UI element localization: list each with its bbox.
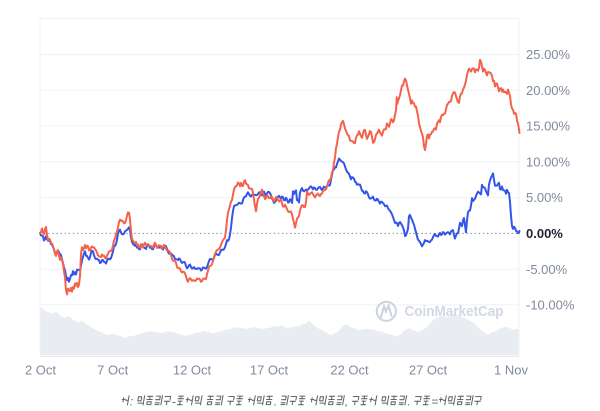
svg-text:20.00%: 20.00% <box>526 83 571 98</box>
svg-text:10.00%: 10.00% <box>526 154 571 169</box>
svg-text:17 Oct: 17 Oct <box>250 362 289 377</box>
svg-text::: : <box>130 394 133 408</box>
svg-text:27 Oct: 27 Oct <box>409 362 448 377</box>
svg-text:5.00%: 5.00% <box>526 190 563 205</box>
svg-text:.: . <box>274 394 277 408</box>
svg-text:0.00%: 0.00% <box>526 226 563 241</box>
svg-text:7 Oct: 7 Oct <box>97 362 128 377</box>
svg-text:,: , <box>345 394 348 408</box>
svg-text:1 Nov: 1 Nov <box>494 362 528 377</box>
svg-text:2 Oct: 2 Oct <box>25 362 56 377</box>
svg-text:-5.00%: -5.00% <box>526 262 568 277</box>
svg-text:25.00%: 25.00% <box>526 47 571 62</box>
svg-text:CoinMarketCap: CoinMarketCap <box>405 304 504 320</box>
svg-text:-10.00%: -10.00% <box>526 297 575 312</box>
svg-text:12 Oct: 12 Oct <box>173 362 212 377</box>
svg-text:.: . <box>407 394 410 408</box>
svg-text:15.00%: 15.00% <box>526 119 571 134</box>
svg-text:=: = <box>431 394 438 408</box>
svg-text:-: - <box>172 394 176 408</box>
svg-text:22 Oct: 22 Oct <box>330 362 369 377</box>
